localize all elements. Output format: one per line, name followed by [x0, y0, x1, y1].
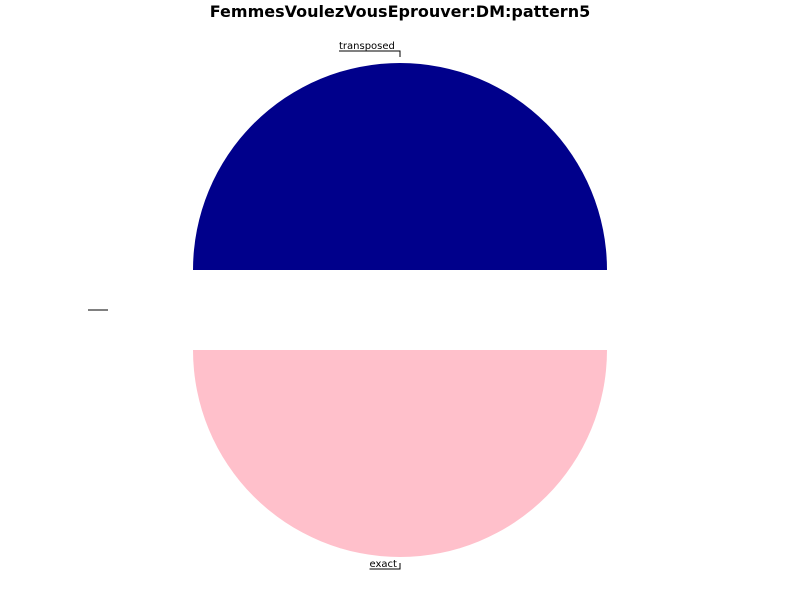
chart-title: FemmesVoulezVousEprouver:DM:pattern5	[209, 2, 591, 21]
pie-labels: transposed exact	[88, 41, 401, 570]
pie-label-group-0: transposed	[339, 41, 401, 57]
pie-label-transposed: transposed	[339, 41, 395, 52]
pie-slice-exact	[193, 350, 607, 557]
pie-leader-line	[369, 563, 401, 570]
pie-slices	[193, 63, 607, 557]
pie-slice-transposed	[193, 63, 607, 270]
pie-label-exact: exact	[370, 559, 398, 570]
pie-label-group-2: exact	[369, 559, 401, 570]
pie-leader-line	[339, 50, 401, 57]
